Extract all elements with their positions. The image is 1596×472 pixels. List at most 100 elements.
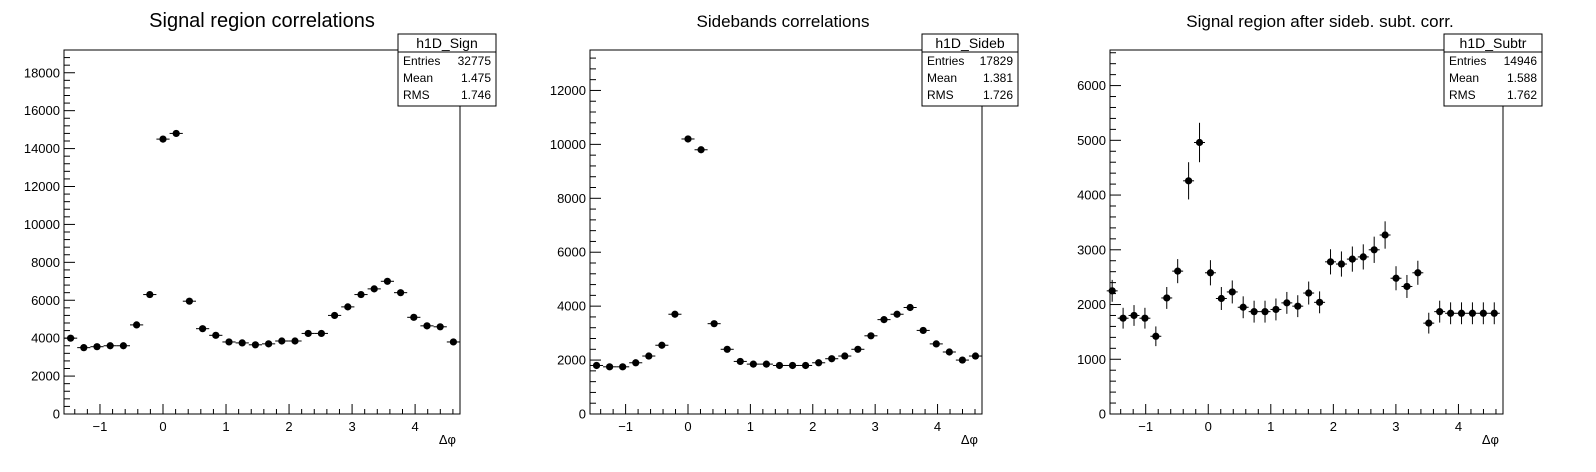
chart-title: Signal region after sideb. subt. corr. <box>1186 12 1453 31</box>
stats-value: 1.762 <box>1507 88 1537 102</box>
data-marker <box>1108 287 1116 295</box>
data-marker <box>1305 289 1313 297</box>
y-tick-label: 12000 <box>550 83 586 98</box>
data-marker <box>383 277 392 285</box>
data-marker <box>815 359 823 367</box>
y-tick-label: 3000 <box>1077 242 1106 257</box>
x-tick-label: 3 <box>348 419 355 434</box>
data-marker <box>185 297 194 305</box>
data-point <box>1488 302 1500 325</box>
data-point <box>182 297 197 305</box>
data-point <box>1314 291 1326 314</box>
data-marker <box>619 363 627 371</box>
data-point <box>1139 307 1151 329</box>
data-marker <box>449 338 458 346</box>
x-axis-label: Δφ <box>1482 432 1499 447</box>
data-marker <box>906 303 914 312</box>
y-tick-label: 4000 <box>1077 188 1106 203</box>
data-marker <box>1174 267 1182 275</box>
x-tick-label: 4 <box>411 419 418 434</box>
data-marker <box>1370 246 1378 254</box>
data-marker <box>932 340 940 348</box>
y-tick-label: 14000 <box>24 141 60 156</box>
data-point <box>681 135 695 143</box>
chart-title: Signal region correlations <box>149 10 375 32</box>
data-marker <box>736 357 744 366</box>
data-point <box>1237 296 1249 319</box>
data-marker <box>1141 314 1149 322</box>
data-marker <box>971 352 980 360</box>
data-point <box>1357 244 1369 270</box>
stats-box: h1D_Sign Entries 32775 Mean 1.475 RMS 1.746 <box>397 33 497 107</box>
data-point <box>1423 312 1435 334</box>
data-marker <box>1250 308 1258 316</box>
x-tick-label: 0 <box>159 419 166 434</box>
data-marker <box>291 337 299 345</box>
data-marker <box>854 345 862 353</box>
data-point <box>314 329 329 338</box>
data-point <box>1368 236 1380 263</box>
data-point <box>1466 302 1478 325</box>
x-tick-label: 4 <box>934 419 941 434</box>
data-point <box>420 322 434 330</box>
data-marker <box>370 285 378 293</box>
x-tick-label: 2 <box>1330 419 1337 434</box>
y-tick-label: 12000 <box>24 179 60 194</box>
data-point <box>642 352 656 360</box>
x-tick-label: −1 <box>1138 419 1153 434</box>
data-point <box>77 344 91 352</box>
data-marker <box>1436 308 1444 316</box>
x-tick-label: 0 <box>1205 419 1212 434</box>
data-point <box>629 359 643 367</box>
stats-value: 14946 <box>1504 54 1538 68</box>
data-marker <box>278 337 286 345</box>
data-marker <box>697 146 705 154</box>
data-marker <box>212 331 220 339</box>
data-point <box>1401 274 1413 298</box>
stats-box: h1D_Sideb Entries 17829 Mean 1.381 RMS 1.726 <box>921 33 1019 107</box>
y-tick-label: 18000 <box>24 65 60 80</box>
data-marker <box>172 129 180 138</box>
data-point <box>1325 249 1336 275</box>
x-tick-label: 1 <box>747 419 754 434</box>
y-tick-label: 1000 <box>1077 352 1106 367</box>
data-point <box>1303 281 1315 305</box>
data-point <box>63 334 78 342</box>
data-marker <box>357 290 365 299</box>
data-marker <box>410 313 418 321</box>
data-point <box>222 338 236 346</box>
data-point <box>589 361 604 370</box>
data-marker <box>317 329 326 338</box>
x-tick-label: 3 <box>872 419 879 434</box>
data-point <box>209 331 223 339</box>
data-marker <box>1490 309 1498 317</box>
data-point <box>1226 280 1238 304</box>
data-point <box>407 313 421 321</box>
data-marker <box>93 343 101 351</box>
data-marker <box>841 352 849 360</box>
stats-histogram-name: h1D_Subtr <box>1460 35 1527 51</box>
y-tick-label: 5000 <box>1077 133 1106 148</box>
y-tick-label: 6000 <box>1077 78 1106 93</box>
data-marker <box>919 326 927 335</box>
data-marker <box>1403 282 1411 291</box>
stats-label: RMS <box>1449 88 1476 102</box>
data-point <box>195 325 210 333</box>
data-point <box>1477 302 1489 325</box>
stats-box: h1D_Subtr Entries 14946 Mean 1.588 RMS 1.762 <box>1443 33 1543 107</box>
data-marker <box>658 341 666 349</box>
data-point <box>603 363 617 371</box>
data-point <box>942 348 956 356</box>
data-marker <box>1381 231 1389 239</box>
data-point <box>877 316 891 324</box>
stats-label: Mean <box>403 71 433 85</box>
data-point <box>746 360 760 368</box>
data-point <box>1259 300 1271 323</box>
data-point <box>838 352 852 360</box>
data-marker <box>330 311 339 320</box>
data-marker <box>66 334 75 342</box>
data-point <box>890 310 904 318</box>
data-point <box>354 290 368 299</box>
data-marker <box>1228 288 1236 296</box>
stats-label: Entries <box>403 54 440 68</box>
